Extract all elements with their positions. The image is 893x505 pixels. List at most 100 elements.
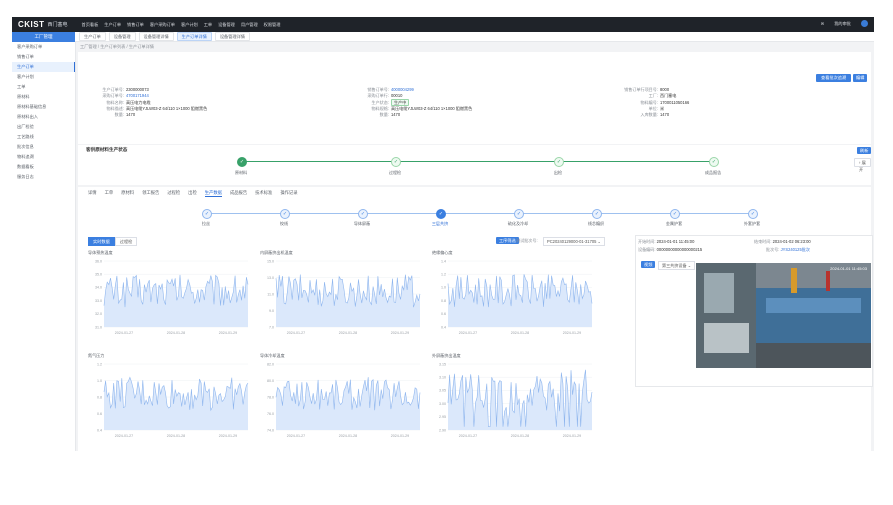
process-step-icon[interactable]: ✓ <box>592 209 602 219</box>
subtab[interactable]: 过程检 <box>167 190 181 195</box>
process-step-icon[interactable]: ✓ <box>358 209 368 219</box>
trace-batch-button[interactable]: 查看批次追溯 <box>816 74 852 82</box>
batch-select[interactable]: PC20240129000-01-31705 ⌄ <box>543 237 605 246</box>
top-nav-item[interactable]: 客户采购订单 <box>149 21 175 27</box>
page-tab-active[interactable]: 生产订单详情 <box>176 32 212 41</box>
sidebar-item[interactable]: 工艺路线 <box>17 134 34 139</box>
sidebar-item[interactable]: 物料追溯 <box>17 154 34 159</box>
y-tick-label: 35.0 <box>95 273 102 277</box>
subtab[interactable]: 出检 <box>188 190 197 195</box>
chart-title: 外屏蔽挤出温度 <box>432 353 461 358</box>
page-tab[interactable]: 设备管理详情 <box>138 32 174 41</box>
process-step-label-active: 三层共挤 <box>431 221 449 226</box>
top-nav-item[interactable]: 用户管理 <box>240 21 258 27</box>
chart-title: 导体预热温度 <box>88 250 113 255</box>
sidebar-item[interactable]: 工单 <box>17 84 26 89</box>
sidebar-item[interactable]: 批次信息 <box>17 144 34 149</box>
sidebar-item[interactable]: 客户采购订单 <box>17 44 43 49</box>
process-step-icon[interactable]: ✓ <box>670 209 680 219</box>
top-nav-item[interactable]: 工单 <box>203 21 213 27</box>
process-step-active-icon[interactable]: ✓ <box>436 209 446 219</box>
subtab[interactable]: 工单 <box>104 190 114 195</box>
app-window: CKIST 西门塞电 首页看板 生产订单 销售订单 客户采购订单 客户计划 工单… <box>12 17 874 451</box>
data-view-toggle: 实时数据 过程检 <box>88 237 138 246</box>
sidebar-item[interactable]: 数据看板 <box>17 164 34 169</box>
y-tick-label: 0.6 <box>97 412 102 416</box>
top-nav-item[interactable]: 生产订单 <box>104 21 122 27</box>
process-step-icon[interactable]: ✓ <box>280 209 290 219</box>
process-step-icon[interactable]: ✓ <box>202 209 212 219</box>
batch-link[interactable]: JYS240125批次 <box>780 247 810 252</box>
filter-button[interactable]: 工序筛选 <box>496 237 519 244</box>
approval-link[interactable]: 我的审批 <box>834 20 851 26</box>
camera-select[interactable]: 第三共挤设备 ⌄ <box>658 261 696 270</box>
subtab[interactable]: 技术标准 <box>255 190 273 195</box>
top-nav: 首页看板 生产订单 销售订单 客户采购订单 客户计划 工单 设备管理 用户管理 … <box>82 22 281 28</box>
avatar[interactable] <box>861 20 868 27</box>
sidebar-item[interactable]: 客户计划 <box>17 74 34 79</box>
process-step-label: 导体屏蔽 <box>353 221 371 226</box>
y-tick-label: 1.0 <box>97 379 102 383</box>
x-tick-label: 2024-01-28 <box>339 331 357 335</box>
sidebar-item[interactable]: 服务日志 <box>17 174 34 179</box>
logo-subtitle: 西门塞电 <box>47 22 68 28</box>
y-tick-label: 2.95 <box>439 415 446 419</box>
expand-button[interactable]: › 展开 <box>854 158 871 172</box>
subtab[interactable]: 详情 <box>88 190 97 195</box>
batch-select-label: 测试批次号: <box>516 238 538 243</box>
video-timestamp: 2024-01-01 11:45:03 <box>830 266 867 271</box>
sidebar-item[interactable]: 原材料 <box>17 94 30 99</box>
process-line <box>205 213 751 214</box>
page-tab[interactable]: 生产订单 <box>79 32 106 41</box>
y-tick-label: 11.0 <box>267 292 274 296</box>
top-nav-item[interactable]: 权限管理 <box>263 21 281 27</box>
video-frame[interactable]: 2024-01-01 11:45:03 <box>696 263 871 368</box>
x-tick-label: 2024-01-28 <box>339 434 357 438</box>
process-step-icon[interactable]: ✓ <box>748 209 758 219</box>
factory-camera-image <box>696 263 871 368</box>
subtab-active[interactable]: 生产数据 <box>204 190 222 197</box>
realtime-data-tab[interactable]: 实时数据 <box>88 237 115 246</box>
x-tick-label: 2024-01-28 <box>511 434 529 438</box>
top-nav-item[interactable]: 首页看板 <box>81 21 99 27</box>
video-button[interactable]: 视频 <box>641 261 656 268</box>
process-check-tab[interactable]: 过程检 <box>114 237 138 246</box>
top-nav-item[interactable]: 销售订单 <box>127 21 144 27</box>
y-tick-label: 9.0 <box>269 309 274 313</box>
x-tick-label: 2024-01-27 <box>459 331 477 335</box>
y-tick-label: 2.90 <box>439 428 446 432</box>
edit-button[interactable]: 编辑 <box>853 74 868 82</box>
subtab[interactable]: 领工报告 <box>142 190 160 195</box>
sidebar-header[interactable]: 工厂管理 <box>12 32 75 42</box>
process-step-icon[interactable]: ✓ <box>514 209 524 219</box>
y-tick-label: 74.0 <box>267 428 274 432</box>
x-tick-label: 2024-01-28 <box>167 331 185 335</box>
chart-title: 内屏蔽挤出机温度 <box>260 250 293 255</box>
sidebar-item[interactable]: 销售订单 <box>17 54 34 59</box>
series-line <box>103 274 249 308</box>
top-nav-item[interactable]: 客户计划 <box>180 21 198 27</box>
line-chart: 内屏蔽挤出机温度 15.0 13.0 11.0 9.0 7.0 2024-01-27 2024… <box>260 250 425 345</box>
x-tick-label: 2024-01-27 <box>287 331 305 335</box>
step-label: 过程检 <box>388 170 402 175</box>
page-tab[interactable]: 设备管理 <box>108 32 136 41</box>
sidebar-item[interactable]: 出厂检验 <box>17 124 34 129</box>
subtab[interactable]: 操作记录 <box>280 190 298 195</box>
series-line <box>275 377 421 411</box>
purchase-order-link[interactable]: 4700171944 <box>126 93 149 99</box>
refresh-button[interactable]: 刷新 <box>857 147 872 154</box>
page-tab[interactable]: 设备管理详情 <box>214 32 250 41</box>
y-tick-label: 15.0 <box>267 259 274 263</box>
subtab[interactable]: 成品报告 <box>229 190 248 195</box>
end-time: 2024-01-02 06:23:00 <box>772 239 811 244</box>
subtab[interactable]: 原材料 <box>121 190 135 195</box>
sidebar-item[interactable]: 原材料出入 <box>17 114 38 119</box>
x-tick-label: 2024-01-29 <box>563 434 581 438</box>
sidebar-item-active[interactable]: 生产订单 <box>12 62 75 72</box>
y-tick-label: 1.2 <box>441 273 446 277</box>
top-nav-item[interactable]: 设备管理 <box>218 21 235 27</box>
sales-order-link[interactable]: 4000004299 <box>391 87 414 92</box>
sidebar-item[interactable]: 原材料基础信息 <box>17 104 47 109</box>
notification-icon[interactable]: ✉ <box>820 21 825 26</box>
process-step-label: 线芯编织 <box>587 221 605 226</box>
